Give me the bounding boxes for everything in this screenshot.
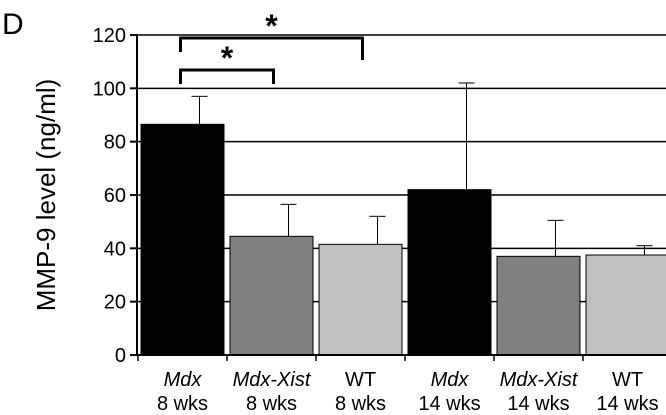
significance-bracket — [179, 68, 275, 84]
x-category-label: WT — [345, 369, 376, 391]
x-category-label: WT — [612, 369, 643, 391]
y-tick-label: 20 — [104, 292, 126, 314]
axes — [130, 34, 666, 361]
bar — [318, 243, 403, 356]
x-category-label: Mdx — [431, 369, 470, 391]
x-category-age: 8 wks — [246, 393, 297, 415]
bar — [140, 123, 225, 356]
y-tick-labels: 0 20 40 60 80 100 120 — [93, 25, 126, 367]
y-axis-label: MMP-9 level (ng/ml) — [31, 79, 61, 312]
x-category-age: 8 wks — [157, 393, 208, 415]
x-category-label: Mdx — [164, 369, 203, 391]
x-category-label: Mdx-Xist — [500, 369, 579, 391]
y-tick-label: 80 — [104, 132, 126, 154]
bar — [407, 189, 492, 356]
x-category-age: 8 wks — [335, 393, 386, 415]
y-tick-label: 0 — [115, 345, 126, 367]
significance-star: * — [221, 40, 234, 76]
y-tick-label: 100 — [93, 78, 126, 100]
significance-brackets: ** — [179, 8, 364, 84]
y-tick-label: 60 — [104, 185, 126, 207]
panel-label: D — [2, 8, 24, 41]
significance-bracket — [179, 36, 364, 60]
error-bars — [191, 82, 653, 257]
bars — [140, 123, 666, 356]
y-tick-label: 40 — [104, 238, 126, 260]
bar — [229, 235, 314, 356]
x-category-age: 14 wks — [596, 393, 658, 415]
bar — [585, 254, 666, 356]
bar — [496, 255, 581, 356]
significance-star: * — [265, 8, 278, 44]
x-category-age: 14 wks — [507, 393, 569, 415]
y-tick-label: 120 — [93, 25, 126, 47]
x-category-age: 14 wks — [418, 393, 480, 415]
x-category-label: Mdx-Xist — [233, 369, 312, 391]
